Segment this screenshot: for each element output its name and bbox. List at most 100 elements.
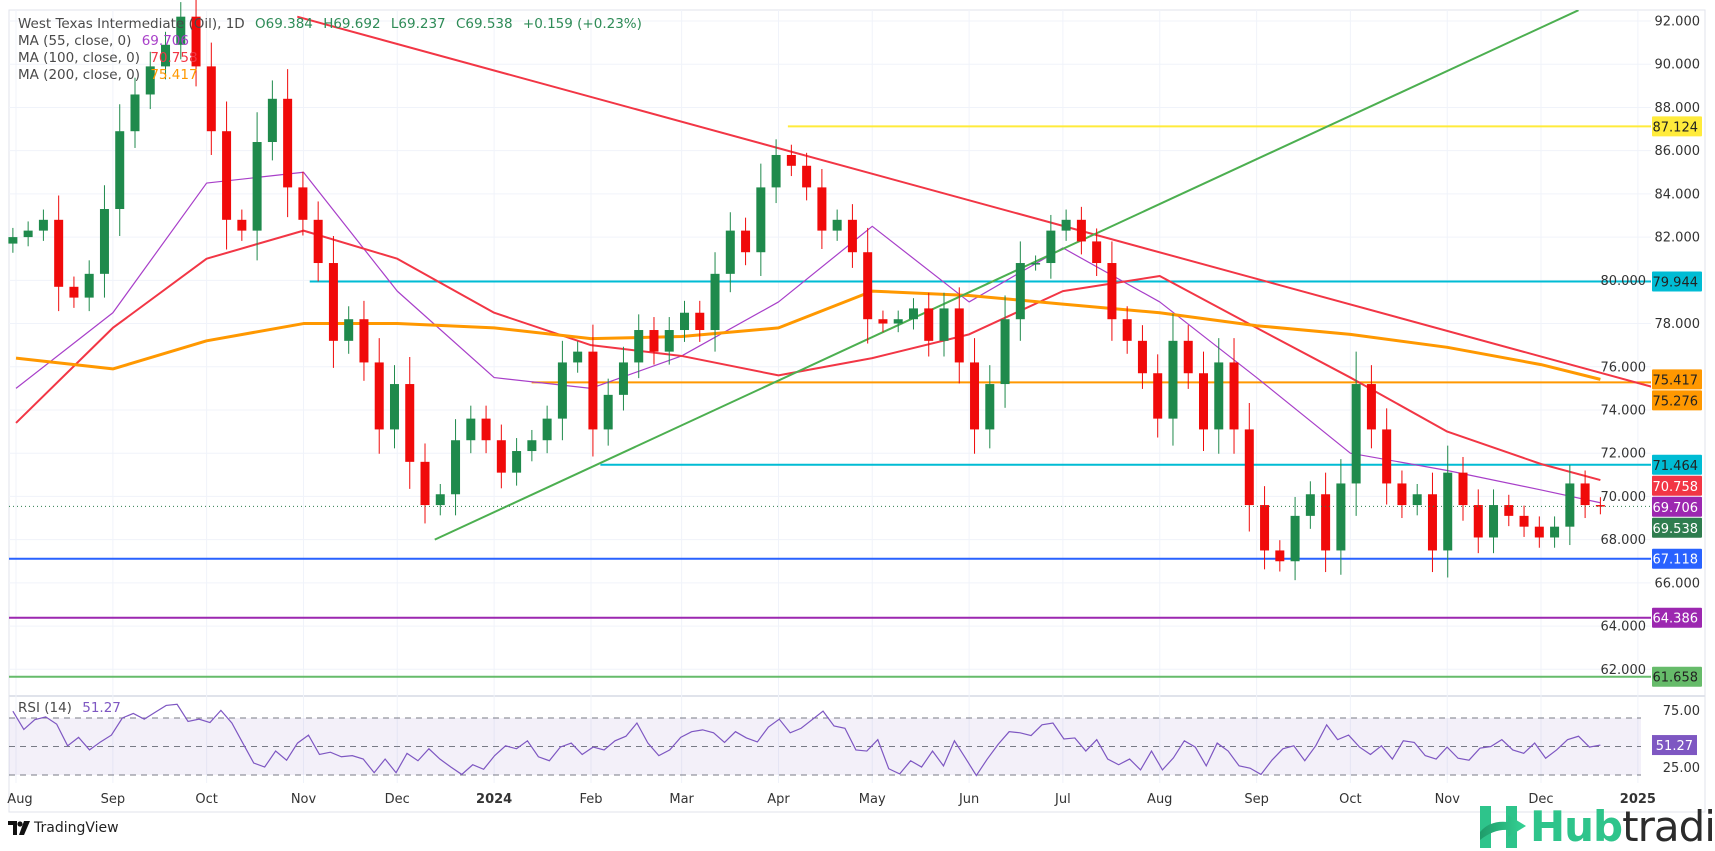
candle-down — [847, 219, 857, 253]
price-tag-label: 75.276 — [1653, 394, 1699, 409]
candle-up — [145, 66, 155, 95]
moving-average-line — [15, 289, 1601, 381]
rsi-axis-label: 75.00 — [1663, 704, 1700, 719]
price-tag — [1652, 666, 1702, 687]
time-axis-label: Dec — [385, 792, 410, 807]
price-tag-label: 75.417 — [1653, 373, 1699, 388]
time-axis-label: Oct — [195, 792, 217, 807]
rsi-value-tag — [1652, 735, 1697, 756]
price-axis-label: 92.000 — [1655, 15, 1701, 30]
price-axis-label: 66.000 — [1655, 576, 1701, 591]
price-tag — [1652, 496, 1702, 517]
candle-up — [1000, 319, 1010, 385]
candle-down — [924, 308, 934, 341]
ma100-value: 70.758 — [150, 50, 198, 66]
candle-up — [756, 187, 766, 253]
candle-up — [176, 16, 186, 45]
candle-down — [970, 362, 980, 430]
time-axis-label: Nov — [291, 792, 317, 807]
candle-down — [1534, 526, 1544, 538]
candle-down — [54, 219, 64, 287]
candle-down — [588, 351, 598, 430]
candle-down — [1382, 429, 1392, 484]
candle-down — [206, 66, 216, 132]
price-axis-label: 72.000 — [1601, 447, 1647, 462]
trendline — [296, 15, 1651, 388]
candle-down — [1595, 505, 1605, 507]
candle-down — [405, 384, 415, 462]
ma55-legend: MA (55, close, 0) 69.706 — [18, 33, 195, 49]
candle-up — [1412, 494, 1422, 506]
candle-down — [863, 252, 873, 320]
price-axis-label: 70.000 — [1601, 490, 1647, 505]
candle-down — [1260, 505, 1270, 551]
price-tag-label: 64.386 — [1653, 612, 1699, 627]
time-axis-label: Aug — [1147, 792, 1172, 807]
price-axis-label: 82.000 — [1655, 231, 1701, 246]
candle-down — [1244, 429, 1254, 506]
price-tag — [1652, 271, 1702, 292]
price-tag-label: 61.658 — [1653, 671, 1699, 686]
candle-down — [420, 461, 430, 506]
candle-down — [954, 308, 964, 363]
price-tag-label: 69.706 — [1653, 501, 1699, 516]
time-axis-label: Feb — [579, 792, 602, 807]
candle-down — [1153, 373, 1163, 419]
price-axis-label: 74.000 — [1601, 403, 1647, 418]
candle-up — [1489, 505, 1499, 538]
candle-up — [893, 319, 903, 324]
price-axis-label: 68.000 — [1601, 533, 1647, 548]
rsi-value-tag-label: 51.27 — [1656, 739, 1693, 754]
candle-down — [328, 263, 338, 341]
time-axis-label: Dec — [1528, 792, 1553, 807]
price-axis-label: 80.000 — [1601, 274, 1647, 289]
rsi-name: RSI (14) — [18, 700, 72, 716]
candle-up — [8, 237, 18, 244]
candle-down — [802, 165, 812, 188]
candle-down — [1397, 483, 1407, 506]
candle-up — [389, 384, 399, 430]
ohlc-high: H69.692 — [323, 16, 381, 32]
tradingview-logo[interactable]: TradingView — [8, 820, 119, 836]
candle-up — [84, 273, 94, 298]
candle-up — [23, 230, 33, 238]
candle-up — [573, 351, 583, 363]
candle-down — [1137, 340, 1147, 374]
ma200-name: MA (200, close, 0) — [18, 67, 141, 83]
candle-down — [1321, 494, 1331, 551]
candle-down — [496, 440, 506, 473]
time-axis-label: Aug — [7, 792, 32, 807]
ohlc-close: C69.538 — [455, 16, 513, 32]
candle-up — [603, 394, 613, 430]
price-tag — [1652, 475, 1702, 496]
candle-up — [115, 131, 125, 210]
ma55-name: MA (55, close, 0) — [18, 33, 132, 49]
ma200-value: 75.417 — [150, 67, 198, 83]
candle-down — [817, 187, 827, 231]
candle-down — [1427, 494, 1437, 551]
candle-up — [130, 94, 140, 132]
symbol-title: West Texas Intermediate (Oil), 1D — [18, 16, 245, 32]
time-axis-label: May — [859, 792, 886, 807]
time-axis-label: 2025 — [1620, 792, 1656, 807]
candle-down — [1366, 384, 1376, 430]
price-tag-label: 67.118 — [1653, 553, 1699, 568]
tradingview-icon — [8, 821, 30, 835]
price-axis-label: 76.000 — [1601, 360, 1647, 375]
candle-up — [1046, 230, 1056, 264]
candle-down — [649, 330, 659, 352]
rsi-line — [12, 703, 1601, 777]
candle-up — [1305, 494, 1315, 516]
candle-down — [1275, 550, 1285, 562]
time-axis-label: 2024 — [476, 792, 512, 807]
candle-down — [191, 16, 201, 67]
price-axis-label: 78.000 — [1655, 317, 1701, 332]
price-tag — [1652, 454, 1702, 475]
candle-up — [725, 230, 735, 274]
candle-up — [512, 451, 522, 473]
candle-down — [1458, 472, 1468, 506]
candle-up — [99, 209, 109, 274]
candle-down — [374, 362, 384, 430]
price-axis-label: 64.000 — [1601, 620, 1647, 635]
